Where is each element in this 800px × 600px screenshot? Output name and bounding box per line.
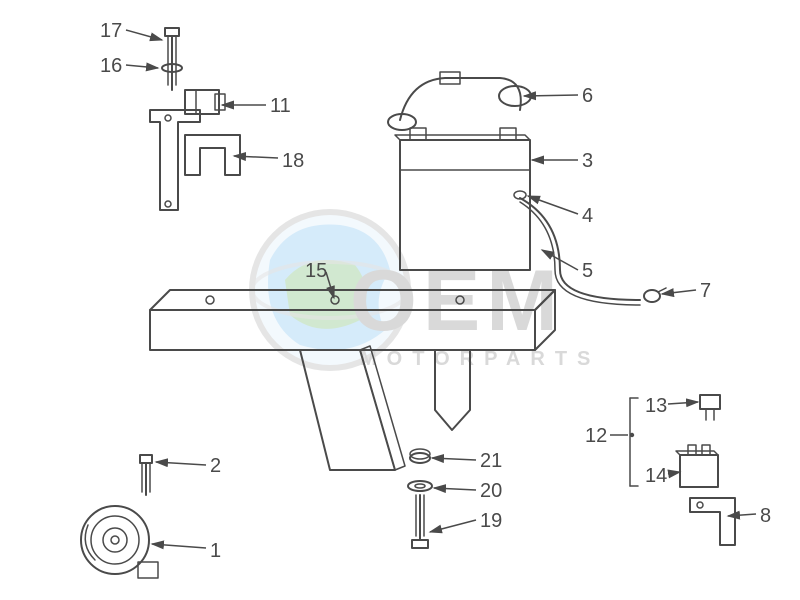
callout-2: 2 — [210, 455, 221, 478]
callout-6: 6 — [582, 85, 593, 108]
part-nut-21 — [410, 449, 430, 463]
parts-layer — [0, 0, 800, 600]
callout-13: 13 — [645, 395, 667, 418]
callout-1: 1 — [210, 540, 221, 563]
part-horn-1 — [81, 506, 158, 578]
part-tube-5 — [520, 198, 640, 305]
callout-15: 15 — [305, 260, 327, 283]
part-mount-strap — [150, 110, 200, 210]
callout-21: 21 — [480, 450, 502, 473]
part-battery-3 — [395, 128, 530, 270]
callout-11: 11 — [270, 95, 291, 118]
part-washer-20 — [408, 481, 432, 491]
callout-8: 8 — [760, 505, 771, 528]
part-relay-base-14 — [676, 445, 718, 487]
part-bracket-18 — [185, 135, 240, 175]
part-fuse-13 — [700, 395, 720, 420]
callout-17: 17 — [100, 20, 122, 43]
part-screw-2 — [140, 455, 152, 495]
part-bracket-8 — [690, 498, 735, 545]
callout-3: 3 — [582, 150, 593, 173]
part-bolt-17 — [165, 28, 179, 90]
part-clip-7 — [644, 288, 666, 302]
callout-20: 20 — [480, 480, 502, 503]
callout-19: 19 — [480, 510, 502, 533]
diagram-stage: OEM MOTORPARTS — [0, 0, 800, 600]
group-bracket-12 — [630, 398, 638, 486]
part-bolt-19 — [412, 495, 428, 548]
part-strap-6 — [388, 72, 531, 130]
callout-18: 18 — [282, 150, 304, 173]
callout-5: 5 — [582, 260, 593, 283]
callout-14: 14 — [645, 465, 667, 488]
callout-16: 16 — [100, 55, 122, 78]
callout-4: 4 — [582, 205, 593, 228]
part-rail-15 — [150, 290, 555, 470]
callout-7: 7 — [700, 280, 711, 303]
callout-12: 12 — [585, 425, 607, 448]
